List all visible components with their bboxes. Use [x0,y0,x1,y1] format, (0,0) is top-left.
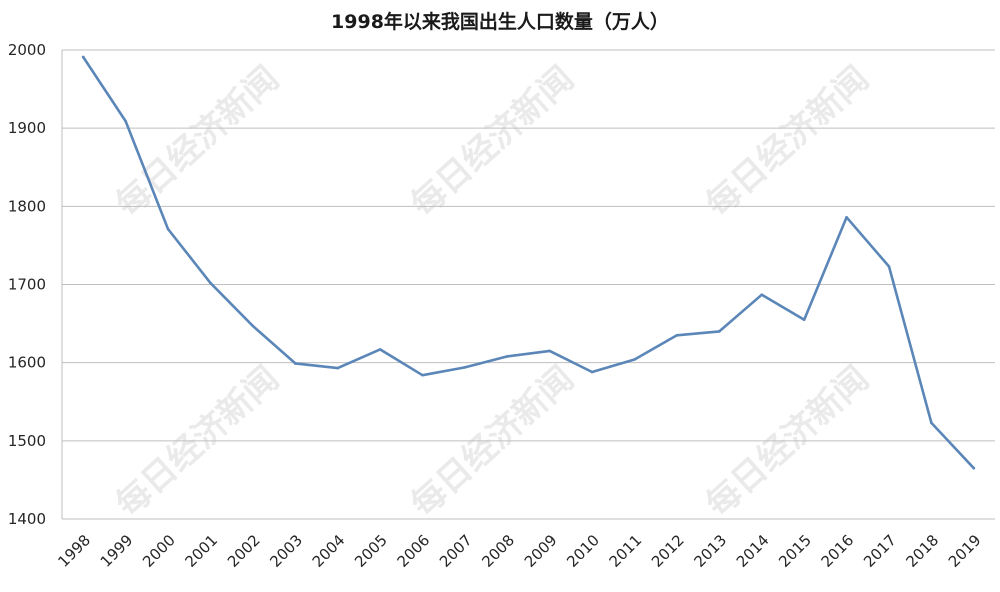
x-tick-label-2000: 2000 [139,531,179,571]
data-point-2009 [548,349,552,353]
y-axis-ticks: 1400 1500 1600 1700 1800 1900 2000 [8,41,46,528]
x-tick-label-2004: 2004 [309,531,349,571]
data-point-2014 [760,293,764,296]
x-tick-label-1999: 1999 [97,531,137,571]
data-point-2011 [633,358,636,361]
watermark-text-0: 每日经济新闻 [108,59,286,225]
y-tick-label-1700: 1700 [8,276,46,294]
gridlines [61,49,995,520]
data-point-2007 [463,366,467,369]
data-point-1998 [81,55,85,59]
x-tick-label-2011: 2011 [606,531,646,571]
x-tick-label-2009: 2009 [521,531,561,571]
watermark-text-5: 每日经济新闻 [698,359,876,525]
data-point-2012 [675,334,679,337]
data-point-2001 [209,281,212,285]
watermark-text-2: 每日经济新闻 [698,59,876,225]
watermark-text-1: 每日经济新闻 [403,59,581,225]
data-point-2000 [166,227,170,231]
watermark-text-3: 每日经济新闻 [108,359,286,525]
x-tick-label-2014: 2014 [733,531,773,571]
data-point-2005 [378,348,382,351]
series-layer [81,55,976,470]
x-tick-label-2007: 2007 [436,531,476,571]
x-tick-label-2015: 2015 [775,531,815,571]
data-point-2010 [590,370,594,374]
data-point-2003 [293,362,297,365]
data-point-2019 [972,466,976,470]
x-tick-label-2006: 2006 [394,531,434,571]
x-tick-label-2005: 2005 [351,531,391,571]
series-line-0 [81,55,976,470]
x-tick-label-2016: 2016 [818,531,858,571]
x-tick-label-2018: 2018 [902,531,942,571]
data-point-2002 [251,324,255,328]
data-point-1999 [124,119,127,123]
y-tick-label-1500: 1500 [8,432,46,450]
data-point-2015 [802,318,806,321]
x-tick-label-2012: 2012 [648,531,688,571]
chart-title: 1998年以来我国出生人口数量（万人） [331,10,669,33]
y-tick-label-1600: 1600 [8,354,46,372]
y-tick-label-2000: 2000 [8,41,46,59]
x-tick-label-2013: 2013 [690,531,730,571]
data-point-2018 [930,421,933,425]
watermark-text-4: 每日经济新闻 [403,359,581,525]
data-point-2008 [505,355,509,358]
y-tick-label-1800: 1800 [8,197,46,215]
x-tick-label-1998: 1998 [54,531,94,571]
x-tick-label-2019: 2019 [945,531,985,571]
x-tick-label-2008: 2008 [478,531,518,571]
x-tick-label-2010: 2010 [563,531,603,571]
data-point-2006 [421,373,424,377]
x-tick-label-2003: 2003 [266,531,306,571]
data-point-2017 [887,265,891,268]
x-tick-label-2002: 2002 [224,531,264,571]
y-tick-label-1400: 1400 [8,510,46,528]
x-axis-ticks: 1998 1999 2000 2001 2002 2003 2004 2005 2006 2007… [54,531,984,571]
x-tick-label-2001: 2001 [182,531,222,571]
data-point-2016 [845,215,848,219]
data-point-2004 [336,366,339,370]
data-point-2013 [718,330,721,333]
x-tick-label-2017: 2017 [860,531,900,571]
y-tick-label-1900: 1900 [8,119,46,137]
